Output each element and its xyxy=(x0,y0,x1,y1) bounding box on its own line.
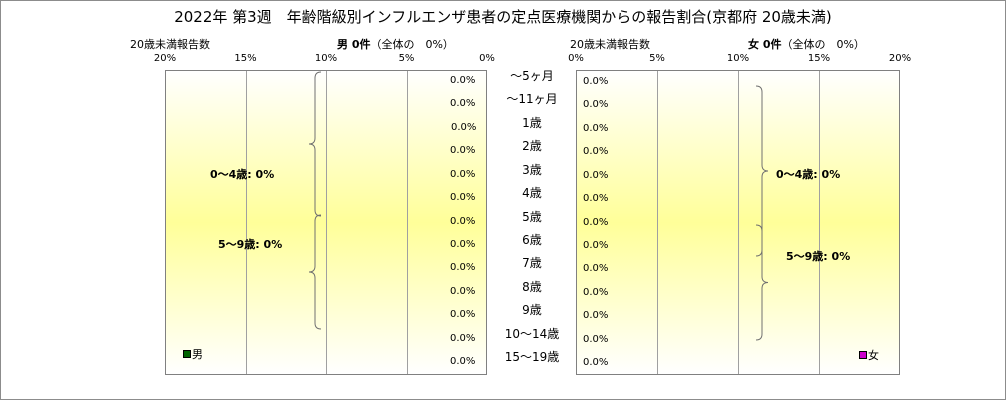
female-group-label-5-9: 5～9歳: 0% xyxy=(786,250,851,263)
male-plot-area xyxy=(165,70,487,375)
female-brace-5-9 xyxy=(755,224,769,341)
male-group-label-5-9: 5～9歳: 0% xyxy=(218,238,283,251)
female-value-label: 0.0% xyxy=(583,75,609,87)
male-value-label: 0.0% xyxy=(450,238,476,250)
female-value-label: 0.0% xyxy=(583,239,609,251)
male-brace-5-9 xyxy=(308,214,322,330)
male-value-label: 0.0% xyxy=(450,262,476,274)
female-count-label: 女 0件 xyxy=(748,38,782,51)
male-count-label: 男 0件 xyxy=(337,38,371,51)
age-category-label: 10～14歳 xyxy=(504,326,560,341)
male-x-tick-label: 0% xyxy=(479,53,495,64)
female-x-tick-label: 5% xyxy=(649,53,665,64)
female-gridline xyxy=(819,71,820,374)
female-legend: 女 xyxy=(859,347,879,363)
female-x-tick-label: 15% xyxy=(807,53,831,64)
female-value-label: 0.0% xyxy=(583,286,609,298)
female-gridline xyxy=(738,71,739,374)
male-group-label-0-4: 0～4歳: 0% xyxy=(210,168,275,181)
male-brace-0-4 xyxy=(308,71,322,217)
female-value-label: 0.0% xyxy=(583,310,609,322)
male-value-label: 0.0% xyxy=(450,74,476,86)
female-x-tick-label: 20% xyxy=(888,53,912,64)
female-x-tick-label: 10% xyxy=(726,53,750,64)
right-subtitle: 20歳未満報告数 xyxy=(570,38,650,51)
male-legend-swatch xyxy=(183,350,191,358)
male-total-share: （全体の 0%） xyxy=(370,38,454,51)
male-value-label: 0.0% xyxy=(451,121,477,133)
male-value-label: 0.0% xyxy=(450,215,476,227)
female-value-label: 0.0% xyxy=(583,263,609,275)
female-x-tick-label: 0% xyxy=(568,53,584,64)
age-category-label: ～11ヶ月 xyxy=(506,92,558,107)
age-category-label: 9歳 xyxy=(522,303,542,318)
female-header: 女 0件（全体の 0%） xyxy=(748,36,865,52)
female-value-label: 0.0% xyxy=(583,146,609,158)
male-value-label: 0.0% xyxy=(450,332,476,344)
female-value-label: 0.0% xyxy=(583,99,609,111)
age-category-label: 2歳 xyxy=(522,139,542,154)
age-category-label: 4歳 xyxy=(522,186,542,201)
male-x-tick-label: 20% xyxy=(153,53,177,64)
female-plot-area xyxy=(576,70,900,375)
male-x-tick-label: 15% xyxy=(234,53,257,64)
female-total-share: （全体の 0%） xyxy=(781,38,865,51)
age-category-label: 7歳 xyxy=(522,256,542,271)
female-value-label: 0.0% xyxy=(583,193,609,205)
male-x-tick-label: 5% xyxy=(398,53,415,64)
male-value-label: 0.0% xyxy=(450,285,476,297)
age-category-label: 8歳 xyxy=(522,279,542,294)
female-value-label: 0.0% xyxy=(583,169,609,181)
male-value-label: 0.0% xyxy=(450,309,476,321)
age-category-label: 15～19歳 xyxy=(504,350,560,365)
male-gridline xyxy=(326,71,327,374)
age-category-label: 1歳 xyxy=(522,115,542,130)
age-category-label: 3歳 xyxy=(522,162,542,177)
chart-title: 2022年 第3週 年齢階級別インフルエンザ患者の定点医療機関からの報告割合(京… xyxy=(174,8,832,26)
male-gridline xyxy=(406,71,408,374)
female-value-label: 0.0% xyxy=(583,216,609,228)
male-value-label: 0.0% xyxy=(450,356,476,368)
female-value-label: 0.0% xyxy=(583,333,609,345)
female-group-label-0-4: 0～4歳: 0% xyxy=(776,168,841,181)
male-value-label: 0.0% xyxy=(450,145,476,157)
female-legend-label: 女 xyxy=(868,349,879,362)
male-legend: 男 xyxy=(183,346,203,362)
age-category-label: 6歳 xyxy=(522,232,542,247)
age-category-label: 5歳 xyxy=(522,209,542,224)
male-value-label: 0.0% xyxy=(450,192,476,204)
female-gridline xyxy=(657,71,658,374)
male-value-label: 0.0% xyxy=(450,168,476,180)
male-gridline xyxy=(245,71,247,374)
female-value-label: 0.0% xyxy=(583,122,609,134)
left-subtitle: 20歳未満報告数 xyxy=(130,38,210,51)
male-legend-label: 男 xyxy=(192,348,203,361)
male-header: 男 0件（全体の 0%） xyxy=(337,36,454,52)
male-x-tick-label: 10% xyxy=(314,53,338,64)
age-category-label: ～5ヶ月 xyxy=(510,68,554,83)
male-value-label: 0.0% xyxy=(450,98,476,110)
female-legend-swatch xyxy=(859,351,867,359)
female-value-label: 0.0% xyxy=(583,357,609,369)
